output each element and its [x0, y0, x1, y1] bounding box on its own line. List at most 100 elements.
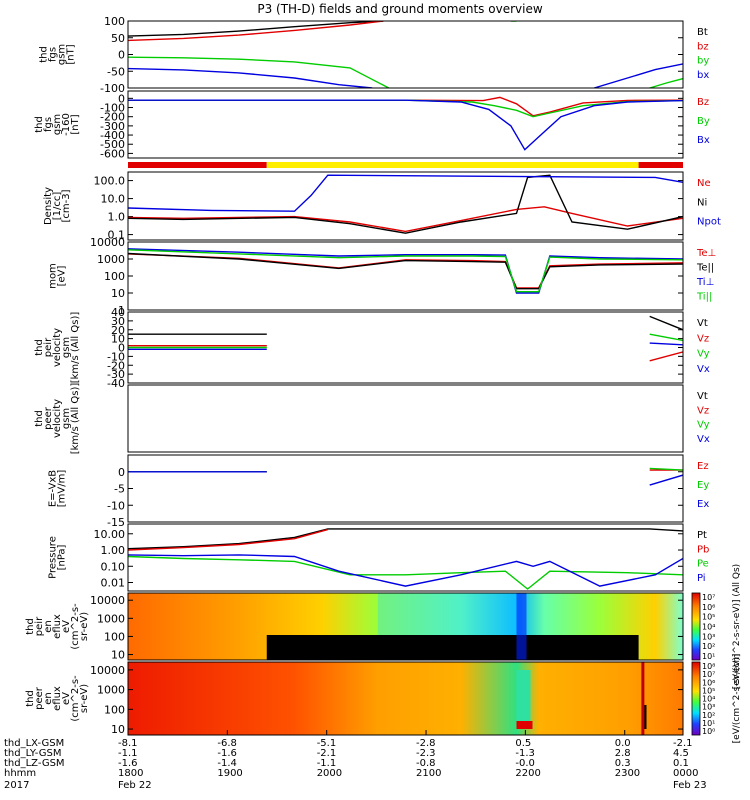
panel-frame [127, 454, 684, 523]
colorbar-tick-label: 10⁴ [702, 695, 715, 704]
y-tick-label: 50 [111, 32, 125, 45]
x-axis-value: -8.1 [118, 738, 138, 749]
y-axis-label: [eV] [57, 266, 68, 287]
legend-entry: Ez [697, 461, 709, 472]
y-tick-label: 30 [111, 315, 125, 328]
x-axis-row-label: thd_LZ-GSM [4, 758, 65, 769]
legend-entry: Bx [697, 135, 710, 146]
heatmap-fill [128, 662, 683, 735]
series-line-Pi [128, 554, 683, 587]
x-axis-row-label: hhmm [4, 768, 36, 779]
y-tick-label: 1000 [97, 684, 125, 697]
y-axis-label: -160 [61, 113, 72, 136]
y-axis-label: velocity [52, 399, 63, 438]
x-axis-value: 2300 [615, 768, 640, 779]
y-axis-label: fgs [43, 117, 54, 132]
y-axis-label: gsm [57, 44, 68, 65]
panel-fgs_gsm_zoom: 0-100-200-300-400-500-600 thdfgsgsm-160[n… [34, 90, 710, 160]
x-axis-value: 4.5 [673, 748, 689, 759]
series-line-Pt [128, 528, 683, 550]
y-axis-label: velocity [52, 328, 63, 367]
series-line-bx [128, 63, 683, 88]
legend-entry: Pb [697, 544, 709, 555]
colorbar-tick-label: 10⁷ [702, 670, 715, 679]
heatmap-dark-strip [642, 705, 647, 729]
x-axis-value: 2.8 [615, 748, 631, 759]
x-axis-value: -2.1 [673, 738, 693, 749]
legend-entry: Vx [697, 434, 710, 445]
y-tick-label: -400 [100, 129, 125, 142]
heatmap-green-column [516, 670, 531, 721]
y-axis-label: peer [43, 406, 54, 430]
series-line-Pe [128, 555, 683, 590]
y-tick-label: 100 [104, 15, 125, 28]
legend-entry: Vy [697, 349, 710, 360]
legend-entry: Te|| [696, 263, 714, 274]
colorbar-tick-label: 10⁸ [702, 662, 715, 671]
x-axis-value: 0.1 [673, 758, 689, 769]
legend-entry: Te⊥ [696, 248, 716, 259]
panel-frame [127, 90, 684, 159]
y-axis-label: mom [48, 263, 59, 289]
x-axis-row-label: thd_LY-GSM [4, 748, 61, 759]
panel-density: 100.0 10.0 1.0 0.1 Density[1/cc][cm-3] Ne Ni Np… [43, 171, 721, 242]
y-axis-label: [mV/m] [57, 470, 68, 508]
series-line-Vy [128, 333, 683, 349]
x-axis-value: 2200 [515, 768, 540, 779]
x-axis-value: 0000 [673, 768, 698, 779]
legend-entry: Vt [697, 391, 708, 402]
y-tick-label: 10.0 [101, 193, 126, 206]
series-line-by [128, 21, 683, 88]
colorbar-tick-label: 10² [702, 642, 715, 651]
y-axis-label: eflux [52, 686, 63, 711]
series-line-bz [128, 21, 384, 42]
series-line-Ex [128, 471, 683, 486]
y-axis-label: [km/s (All Qs)] [70, 312, 81, 384]
x-axis-value: -2.3 [416, 748, 436, 759]
y-tick-label: 10000 [90, 594, 125, 607]
y-tick-label: 10 [111, 723, 125, 736]
series-line-Ti⊥ [128, 248, 683, 294]
series-line-By [128, 99, 683, 118]
y-axis-label: eV [61, 620, 72, 633]
x-axis-labels: thd_LX-GSM -8.1 -6.8 -5.1 -2.8 0.5 0.0 -2.1 thd_… [4, 730, 707, 791]
panels: 100500-50-100thdfgsgsm[nT]Btbzbybx0-100-… [25, 15, 742, 743]
y-axis-label: thd [25, 690, 36, 707]
colorbar-tick-label: 10⁴ [702, 623, 715, 632]
x-axis-value: 0.3 [615, 758, 631, 769]
series-line-Vt [128, 315, 683, 335]
heatmap-cyan-region [377, 593, 517, 635]
y-axis-label: en [43, 620, 54, 633]
x-axis-value: 1800 [118, 768, 143, 779]
y-tick-label: 0.10 [101, 560, 126, 573]
y-tick-label: -5 [114, 483, 125, 496]
legend-entry: Npot [697, 217, 721, 228]
panel-frame [127, 592, 684, 661]
x-axis-value: -0.8 [416, 758, 436, 769]
y-tick-label: 10 [111, 649, 125, 662]
colorbar-tick-label: 10³ [702, 632, 715, 641]
series-line-Te|| [128, 252, 683, 290]
legend-entry: Ex [697, 499, 709, 510]
y-tick-label: 10.00 [94, 528, 126, 541]
y-axis-label: [km/s (All Qs)] [70, 383, 81, 455]
colorbar-tick-label: 10⁷ [702, 593, 715, 602]
series-line-Ni [128, 174, 683, 234]
y-axis-label: sr-eV) [79, 612, 90, 641]
y-axis-label: peir [43, 337, 54, 357]
x-axis-value: -0.0 [515, 758, 535, 769]
legend-entry: Vy [697, 420, 710, 431]
series-line-Ti|| [128, 249, 683, 293]
y-axis-label: sr-eV) [79, 684, 90, 713]
y-tick-label: 0 [118, 49, 125, 62]
y-tick-label: -300 [100, 120, 125, 133]
colorbar-tick-label: 10¹ [702, 652, 715, 661]
colorbar-tick-label: 10³ [702, 703, 715, 712]
y-axis-label: [cm-3] [61, 189, 72, 222]
y-tick-label: 100 [104, 703, 125, 716]
y-tick-label: 100.0 [94, 175, 126, 188]
y-axis-label: thd [34, 339, 45, 356]
x-axis-value: 1900 [217, 768, 242, 779]
